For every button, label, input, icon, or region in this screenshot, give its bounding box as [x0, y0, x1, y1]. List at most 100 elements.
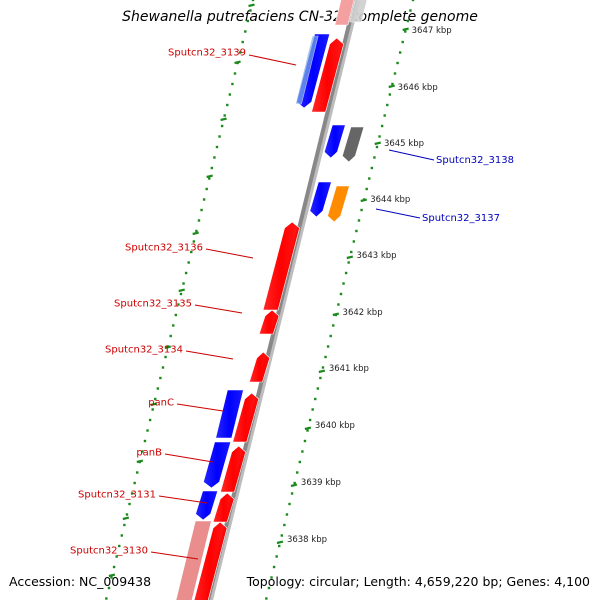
right-dotted-track	[409, 9, 412, 12]
right-dotted-track	[411, 0, 415, 2]
right-dotted-track	[275, 555, 278, 558]
right-dotted-track	[296, 471, 299, 474]
right-track-dash	[374, 141, 381, 146]
right-track-dash	[290, 483, 298, 488]
left-dotted-track	[136, 471, 139, 474]
gene-label-left: panC	[148, 398, 174, 409]
right-dotted-track	[298, 460, 302, 464]
right-dotted-track	[375, 145, 379, 149]
right-dotted-track	[396, 61, 399, 65]
left-dotted-track	[244, 30, 247, 33]
left-dotted-track	[115, 555, 118, 558]
left-track-dash	[192, 231, 199, 236]
left-dotted-track	[202, 198, 206, 201]
left-dotted-track	[218, 135, 221, 138]
right-dotted-track	[404, 30, 407, 33]
right-dotted-track	[319, 376, 322, 380]
gene-label-left: Sputcn32_3134	[105, 345, 183, 356]
right-dotted-track	[265, 597, 268, 600]
tick-label: 3646 kbp	[398, 83, 438, 93]
right-dotted-track	[373, 156, 376, 159]
right-dotted-track	[360, 208, 363, 212]
right-dotted-track	[365, 187, 368, 191]
map-title: Shewanella putrefaciens CN-32, complete …	[122, 9, 478, 25]
tick-label: 3640 kbp	[315, 421, 355, 431]
gene-reverse-panC	[215, 389, 244, 439]
left-dotted-track	[148, 418, 152, 422]
right-dotted-track	[270, 576, 273, 579]
right-track-dash	[402, 27, 409, 32]
right-dotted-track	[285, 513, 289, 516]
left-dotted-track	[231, 82, 234, 86]
right-dotted-track	[280, 534, 284, 537]
left-dotted-track	[151, 408, 154, 411]
right-dotted-track	[272, 565, 276, 569]
right-dotted-track	[326, 345, 330, 348]
left-dotted-track	[146, 429, 149, 432]
tick-label: 3639 kbp	[301, 478, 341, 488]
leader-line	[194, 304, 243, 314]
right-dotted-track	[383, 114, 386, 117]
right-dotted-track	[357, 219, 361, 222]
gene-forward-sputcn32-3134	[249, 351, 271, 383]
right-dotted-track	[311, 408, 314, 411]
left-dotted-track	[179, 292, 183, 296]
right-dotted-track	[344, 271, 348, 275]
right-track-dash	[304, 426, 312, 431]
gene-label-right: Sputcn32_3138	[436, 155, 514, 166]
gene-top-fragment	[349, 0, 368, 23]
right-dotted-track	[303, 439, 307, 443]
tick-label: 3647 kbp	[412, 26, 452, 36]
left-dotted-track	[241, 40, 244, 44]
gene-reverse-right-2	[309, 181, 332, 218]
left-dotted-track	[210, 166, 214, 170]
gene-reverse-sputcn32-3131	[195, 490, 219, 521]
right-dotted-track	[378, 135, 381, 138]
right-dotted-track	[306, 429, 309, 432]
right-dotted-track	[388, 93, 392, 96]
right-dotted-track	[355, 229, 358, 233]
leader-line	[176, 403, 224, 412]
left-dotted-track	[164, 355, 167, 359]
right-dotted-track	[342, 282, 345, 285]
left-dotted-track	[169, 334, 172, 338]
left-track-dash	[122, 516, 130, 521]
left-dotted-track	[220, 124, 224, 128]
left-dotted-track	[133, 481, 136, 485]
leader-line	[388, 149, 435, 161]
right-dotted-track	[290, 492, 294, 495]
right-dotted-track	[301, 450, 304, 453]
right-dotted-track	[347, 261, 350, 264]
gene-forward-panB	[220, 445, 247, 493]
right-dotted-track	[308, 418, 312, 422]
left-dotted-track	[215, 145, 219, 149]
right-dotted-track	[283, 523, 286, 527]
right-dotted-track	[401, 40, 404, 44]
tick-label: 3638 kbp	[287, 535, 327, 545]
left-dotted-track	[200, 208, 203, 212]
right-dotted-track	[368, 177, 371, 180]
leader-line	[375, 208, 421, 219]
right-dotted-track	[332, 324, 335, 327]
left-dotted-track	[197, 219, 201, 222]
gene-label-left: Sputcn32_3130	[70, 546, 148, 557]
right-dotted-track	[339, 292, 343, 296]
left-track-dash	[234, 60, 241, 65]
right-dotted-track	[321, 366, 325, 369]
left-dotted-track	[130, 492, 134, 495]
right-dotted-track	[267, 586, 271, 590]
gene-forward-panC	[232, 392, 260, 443]
gene-forward-sputcn32-3135	[258, 309, 280, 335]
left-dotted-track	[161, 366, 165, 369]
left-track-dash	[150, 402, 158, 407]
left-track-dash	[206, 174, 213, 179]
gene-forward-faded	[334, 0, 355, 26]
left-track-dash	[108, 573, 116, 578]
gene-sputcn32-3138	[341, 126, 365, 163]
left-dotted-track	[118, 544, 121, 548]
tick-label: 3645 kbp	[384, 139, 424, 149]
right-track-dash	[388, 84, 395, 89]
left-track-dash	[136, 459, 144, 464]
left-dotted-track	[249, 9, 252, 12]
